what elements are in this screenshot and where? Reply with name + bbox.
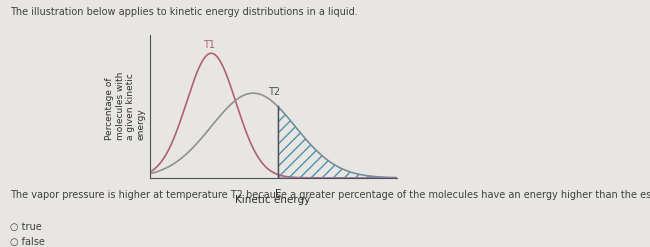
Text: The illustration below applies to kinetic energy distributions in a liquid.: The illustration below applies to kineti… [10, 7, 358, 17]
Text: T2: T2 [268, 87, 280, 97]
Text: E: E [275, 189, 281, 199]
Text: The vapor pressure is higher at temperature T2 because a greater percentage of t: The vapor pressure is higher at temperat… [10, 190, 650, 200]
Y-axis label: Percentage of
molecules with
a given kinetic
energy: Percentage of molecules with a given kin… [105, 72, 146, 140]
Text: ○ true: ○ true [10, 222, 42, 232]
Text: ○ false: ○ false [10, 237, 45, 247]
X-axis label: Kinetic energy: Kinetic energy [235, 194, 311, 205]
Text: T1: T1 [203, 40, 215, 50]
